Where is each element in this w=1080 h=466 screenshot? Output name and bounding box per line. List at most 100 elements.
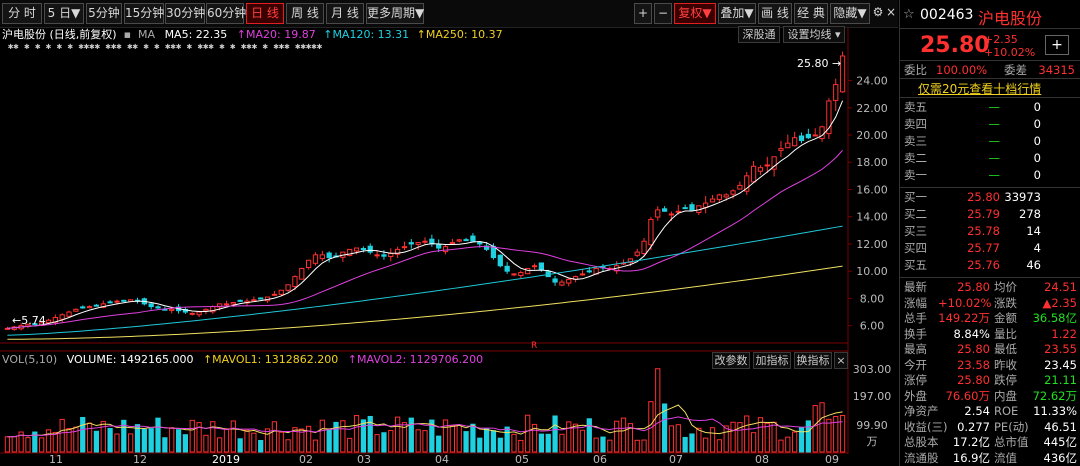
- sell-row: 卖五 —0: [904, 100, 1041, 114]
- volume-bar: [381, 432, 387, 453]
- buy-row: 买二 25.79 278: [904, 207, 1041, 221]
- candle-body: [86, 306, 93, 309]
- candle-body: [833, 84, 839, 101]
- volume-bar: [182, 434, 189, 453]
- star-icon[interactable]: ☆: [903, 7, 915, 22]
- zoom-in-button[interactable]: +: [634, 3, 652, 24]
- ma5-line: [7, 100, 844, 329]
- candle-body: [470, 235, 476, 242]
- vol-legend-mavol2: ↑MAVOL2: 1129706.200: [347, 353, 484, 366]
- volume-bar: [162, 437, 168, 453]
- kline-chart[interactable]: 24.00 22.00 20.00 18.00 16.00 14.00 12.00 10.00…: [0, 0, 898, 466]
- adjust-dropdown[interactable]: 复权▼: [674, 3, 716, 24]
- candle-body: [408, 242, 414, 245]
- high-price-label: 25.80 →: [797, 57, 842, 70]
- candle-body: [449, 242, 456, 245]
- deep-connect-button[interactable]: 深股通: [738, 26, 780, 43]
- volume-bar: [401, 422, 408, 453]
- ma-setting-button[interactable]: 设置均线 ▾: [783, 26, 845, 43]
- candle-body: [312, 254, 319, 264]
- stat-row: 涨幅 +10.02% 涨跌 ▲2.35: [904, 295, 1077, 310]
- volume-bar: [292, 427, 298, 453]
- volume-bar: [572, 423, 579, 453]
- candle-body: [518, 272, 524, 277]
- price-tick-label: 6.00: [860, 320, 885, 333]
- close-indicator-button[interactable]: ×: [834, 352, 848, 369]
- zoom-out-button[interactable]: −: [654, 3, 672, 24]
- stat-row: 收益(三) 0.277 PE(动) 46.51: [904, 419, 1077, 434]
- volume-bar: [470, 423, 476, 453]
- volume-bar: [394, 416, 401, 453]
- change-param-button[interactable]: 改参数: [712, 352, 750, 369]
- volume-bar: [80, 416, 86, 453]
- price-tick-label: 8.00: [860, 292, 885, 305]
- add-watchlist-button[interactable]: +: [1045, 35, 1069, 55]
- candle-body: [579, 273, 586, 276]
- tab-timeshare[interactable]: 分 时: [2, 3, 42, 24]
- candle-body: [251, 299, 257, 302]
- volume-bar: [333, 421, 339, 453]
- tab-daily[interactable]: 日 线: [246, 3, 284, 24]
- candle-body: [538, 262, 544, 271]
- classic-button[interactable]: 经 典: [794, 3, 828, 24]
- volume-bar: [839, 414, 846, 453]
- candle-body: [477, 241, 483, 245]
- candle-body: [737, 184, 743, 190]
- volume-bar: [785, 436, 791, 453]
- candle-body: [45, 319, 52, 324]
- candle-body: [32, 323, 38, 326]
- volume-bar: [709, 427, 716, 453]
- candle-body: [641, 240, 647, 254]
- tab-5min[interactable]: 5分钟: [86, 3, 122, 24]
- volume-bar: [716, 439, 722, 453]
- hide-dropdown[interactable]: 隐藏▼: [830, 3, 870, 24]
- tab-30min[interactable]: 30分钟: [165, 3, 205, 24]
- volume-bar: [798, 426, 805, 453]
- volume-bar: [833, 415, 839, 453]
- tab-60min[interactable]: 60分钟: [206, 3, 246, 24]
- candle-body: [805, 133, 811, 139]
- stat-row: 今开 23.58 昨收 23.45: [904, 357, 1077, 372]
- price-tick-label: 24.00: [856, 75, 888, 88]
- x-tick-label: 09: [825, 453, 839, 466]
- candle-body: [525, 267, 531, 275]
- overlay-dropdown[interactable]: 叠加▼: [718, 3, 756, 24]
- volume-bar: [525, 414, 531, 453]
- level2-promo-link[interactable]: 仅需20元查看十档行情: [918, 82, 1042, 96]
- volume-bar: [347, 437, 353, 453]
- volume-bar: [538, 433, 544, 453]
- volume-bar: [210, 421, 216, 453]
- volume-bar: [511, 433, 517, 453]
- candle-body: [319, 254, 325, 260]
- tab-weekly[interactable]: 周 线: [286, 3, 324, 24]
- sell-row: 卖三 —0: [904, 134, 1041, 148]
- candle-body: [196, 311, 202, 316]
- price-tick-label: 22.00: [856, 102, 888, 115]
- candle-body: [552, 278, 558, 283]
- close-icon[interactable]: ×: [885, 5, 897, 19]
- tab-monthly[interactable]: 月 线: [326, 3, 364, 24]
- order-ratio-row: 委比 100.00% 委差 34315: [904, 63, 1075, 77]
- volume-bar: [661, 403, 668, 453]
- swap-indicator-button[interactable]: 换指标: [794, 352, 832, 369]
- volume-bar: [18, 431, 24, 453]
- candle-body: [531, 265, 538, 268]
- more-periods-dropdown[interactable]: 更多周期▼: [366, 3, 424, 24]
- candle-body: [155, 306, 161, 309]
- settings-icon[interactable]: ⚙: [872, 5, 884, 19]
- tab-5day[interactable]: 5 日▼: [44, 3, 84, 24]
- tab-15min[interactable]: 15分钟: [124, 3, 164, 24]
- volume-bar: [45, 429, 52, 453]
- candle-body: [839, 55, 846, 93]
- candle-body: [682, 207, 688, 210]
- candle-body: [394, 248, 401, 255]
- add-indicator-button[interactable]: 加指标: [753, 352, 791, 369]
- candle-body: [586, 270, 592, 273]
- volume-bar: [278, 431, 284, 453]
- volume-bar: [155, 417, 161, 453]
- candle-body: [744, 175, 750, 192]
- candle-body: [415, 242, 421, 245]
- stock-code: 002463: [920, 7, 974, 23]
- vol-legend-volume: VOLUME: 1492165.000: [66, 353, 194, 366]
- draw-line-button[interactable]: 画 线: [758, 3, 792, 24]
